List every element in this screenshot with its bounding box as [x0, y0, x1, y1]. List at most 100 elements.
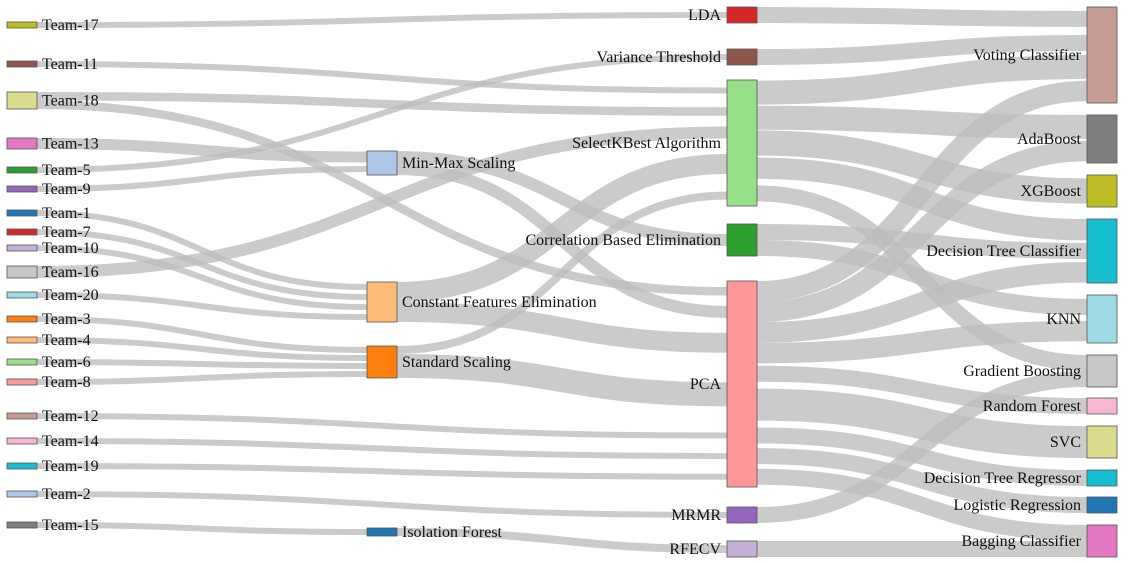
node-bar-t14[interactable] — [6, 437, 38, 445]
node-bar-t5[interactable] — [6, 166, 38, 174]
node-t17[interactable]: Team-17 — [6, 17, 99, 34]
links-layer — [36, 7, 1088, 558]
node-label-voting: Voting Classifier — [973, 47, 1081, 64]
link-t14-pca — [36, 438, 728, 460]
node-bar-knn[interactable] — [1086, 294, 1118, 344]
node-cbe[interactable]: Correlation Based Elimination — [525, 223, 758, 257]
node-t9[interactable]: Team-9 — [6, 181, 91, 198]
node-bar-t15[interactable] — [6, 521, 38, 529]
node-pca[interactable]: PCA — [690, 280, 758, 488]
node-label-t2: Team-2 — [42, 486, 91, 503]
node-bar-iso[interactable] — [366, 527, 398, 537]
node-t4[interactable]: Team-4 — [6, 332, 91, 349]
node-bar-rf[interactable] — [1086, 397, 1118, 415]
node-label-t17: Team-17 — [42, 17, 99, 34]
node-lda[interactable]: LDA — [688, 6, 758, 24]
node-rf[interactable]: Random Forest — [983, 397, 1118, 415]
node-label-rf: Random Forest — [983, 398, 1082, 415]
node-bar-lda[interactable] — [726, 6, 758, 24]
link-cfe-pca — [396, 302, 728, 353]
node-bar-gb[interactable] — [1086, 354, 1118, 388]
node-t11[interactable]: Team-11 — [6, 56, 98, 73]
node-t13[interactable]: Team-13 — [6, 136, 99, 153]
node-bar-t3[interactable] — [6, 315, 38, 323]
node-bar-t18[interactable] — [6, 91, 38, 110]
node-t1[interactable]: Team-1 — [6, 205, 91, 222]
node-bar-t4[interactable] — [6, 336, 38, 344]
node-t5[interactable]: Team-5 — [6, 162, 91, 179]
node-label-vt: Variance Threshold — [596, 49, 721, 66]
node-minmax[interactable]: Min-Max Scaling — [366, 150, 515, 176]
link-t4-std — [36, 337, 368, 361]
node-bar-vt[interactable] — [726, 48, 758, 66]
node-knn[interactable]: KNN — [1046, 294, 1118, 344]
node-lr[interactable]: Logistic Regression — [953, 496, 1118, 514]
node-t18[interactable]: Team-18 — [6, 91, 99, 110]
node-bar-t20[interactable] — [6, 291, 38, 299]
node-bar-t11[interactable] — [6, 60, 38, 68]
node-bar-t6[interactable] — [6, 358, 38, 366]
node-label-ada: AdaBoost — [1017, 131, 1082, 148]
node-bar-rfecv[interactable] — [726, 540, 758, 558]
node-std[interactable]: Standard Scaling — [366, 345, 511, 379]
node-t7[interactable]: Team-7 — [6, 224, 91, 241]
node-bar-xgb[interactable] — [1086, 174, 1118, 208]
node-dtr[interactable]: Decision Tree Regressor — [924, 469, 1118, 487]
node-bar-t13[interactable] — [6, 137, 38, 150]
node-t16[interactable]: Team-16 — [6, 264, 99, 281]
node-label-t9: Team-9 — [42, 181, 91, 198]
node-bar-std[interactable] — [366, 345, 398, 379]
node-xgb[interactable]: XGBoost — [1021, 174, 1118, 208]
node-bar-minmax[interactable] — [366, 150, 398, 176]
node-vt[interactable]: Variance Threshold — [596, 48, 758, 66]
node-bar-skb[interactable] — [726, 79, 758, 207]
node-t8[interactable]: Team-8 — [6, 374, 91, 391]
link-t3-std — [36, 316, 368, 353]
node-mrmr[interactable]: MRMR — [671, 506, 758, 524]
node-t6[interactable]: Team-6 — [6, 354, 91, 371]
node-t19[interactable]: Team-19 — [6, 458, 99, 475]
node-t2[interactable]: Team-2 — [6, 486, 91, 503]
node-label-t19: Team-19 — [42, 458, 99, 475]
node-bar-t2[interactable] — [6, 490, 38, 498]
node-t14[interactable]: Team-14 — [6, 433, 99, 450]
node-bar-t16[interactable] — [6, 265, 38, 279]
node-bar-ada[interactable] — [1086, 114, 1118, 164]
node-bar-t9[interactable] — [6, 185, 38, 193]
node-rfecv[interactable]: RFECV — [669, 540, 758, 558]
node-bar-voting[interactable] — [1086, 6, 1118, 104]
node-t3[interactable]: Team-3 — [6, 311, 91, 328]
node-dtc[interactable]: Decision Tree Classifier — [926, 218, 1118, 284]
node-skb[interactable]: SelectKBest Algorithm — [572, 79, 758, 207]
node-bar-t12[interactable] — [6, 412, 38, 420]
node-bar-lr[interactable] — [1086, 496, 1118, 514]
node-label-t3: Team-3 — [42, 311, 91, 328]
node-bag[interactable]: Bagging Classifier — [961, 524, 1118, 558]
node-bar-mrmr[interactable] — [726, 506, 758, 524]
node-voting[interactable]: Voting Classifier — [973, 6, 1118, 104]
node-t15[interactable]: Team-15 — [6, 517, 99, 534]
node-bar-pca[interactable] — [726, 280, 758, 488]
node-bar-svc[interactable] — [1086, 425, 1118, 459]
node-t12[interactable]: Team-12 — [6, 408, 99, 425]
node-bar-cfe[interactable] — [366, 281, 398, 323]
node-bar-cbe[interactable] — [726, 223, 758, 257]
node-ada[interactable]: AdaBoost — [1017, 114, 1118, 164]
node-bar-t8[interactable] — [6, 378, 38, 386]
node-bar-dtr[interactable] — [1086, 469, 1118, 487]
node-t20[interactable]: Team-20 — [6, 287, 99, 304]
node-bar-bag[interactable] — [1086, 524, 1118, 558]
node-svc[interactable]: SVC — [1050, 425, 1118, 459]
node-cfe[interactable]: Constant Features Elimination — [366, 281, 597, 323]
node-bar-t17[interactable] — [6, 21, 38, 29]
node-bar-t7[interactable] — [6, 228, 38, 236]
node-bar-t19[interactable] — [6, 462, 38, 470]
node-bar-t1[interactable] — [6, 209, 38, 217]
node-iso[interactable]: Isolation Forest — [366, 524, 503, 541]
link-pca-ada — [756, 140, 1088, 323]
node-bar-t10[interactable] — [6, 244, 38, 252]
node-gb[interactable]: Gradient Boosting — [963, 354, 1118, 388]
node-t10[interactable]: Team-10 — [6, 240, 99, 257]
node-label-t13: Team-13 — [42, 136, 99, 153]
node-bar-dtc[interactable] — [1086, 218, 1118, 284]
